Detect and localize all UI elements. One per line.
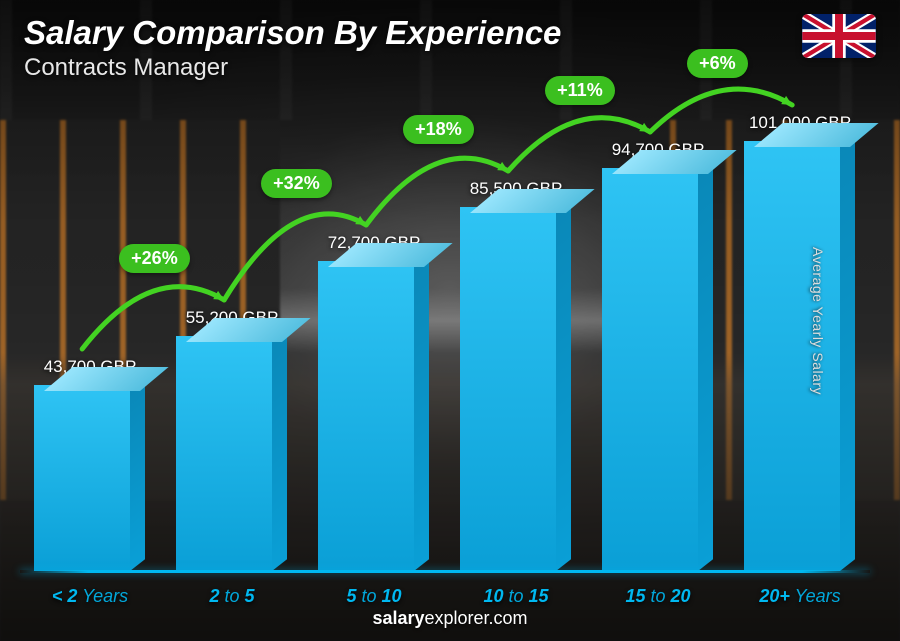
bar-group: 94,700 GBP15 to 20 xyxy=(598,140,718,571)
bar-group: 85,500 GBP10 to 15 xyxy=(456,179,576,571)
bar xyxy=(318,261,430,571)
chart-title: Salary Comparison By Experience xyxy=(24,14,561,52)
bar-group: 55,200 GBP2 to 5 xyxy=(172,308,292,571)
bar-category-label: 10 to 15 xyxy=(483,586,548,607)
bar-front xyxy=(176,336,272,571)
uk-flag-icon xyxy=(802,14,876,58)
bar-category-label: 20+ Years xyxy=(759,586,840,607)
bar-group: 101,000 GBP20+ Years xyxy=(740,113,860,571)
bar-front xyxy=(602,168,698,571)
y-axis-label: Average Yearly Salary xyxy=(810,247,826,395)
bar-chart: 43,700 GBP< 2 Years55,200 GBP2 to 572,70… xyxy=(30,111,860,571)
bar-category-label: 15 to 20 xyxy=(625,586,690,607)
bar-side xyxy=(272,324,287,571)
bar-category-label: < 2 Years xyxy=(52,586,128,607)
bar-side xyxy=(698,156,713,571)
bar-group: 72,700 GBP5 to 10 xyxy=(314,233,434,571)
bar-category-label: 2 to 5 xyxy=(209,586,254,607)
bar-side xyxy=(414,249,429,571)
bar-side xyxy=(840,129,855,571)
bar-front xyxy=(318,261,414,571)
bar xyxy=(176,336,288,571)
footer-brand-bold: salary xyxy=(372,608,424,628)
bar-front xyxy=(460,207,556,571)
bar xyxy=(460,207,572,571)
bar xyxy=(744,141,856,571)
bar-front xyxy=(34,385,130,571)
footer-attribution: salaryexplorer.com xyxy=(0,608,900,629)
title-block: Salary Comparison By Experience Contract… xyxy=(24,14,561,82)
bar-category-label: 5 to 10 xyxy=(346,586,401,607)
footer-brand-rest: explorer.com xyxy=(425,608,528,628)
chart-subtitle: Contracts Manager xyxy=(24,54,561,82)
bar-side xyxy=(130,373,145,571)
bar xyxy=(34,385,146,571)
bar-side xyxy=(556,195,571,571)
bar xyxy=(602,168,714,571)
bar-group: 43,700 GBP< 2 Years xyxy=(30,357,150,571)
header: Salary Comparison By Experience Contract… xyxy=(24,14,876,82)
chart-baseline xyxy=(20,570,870,573)
